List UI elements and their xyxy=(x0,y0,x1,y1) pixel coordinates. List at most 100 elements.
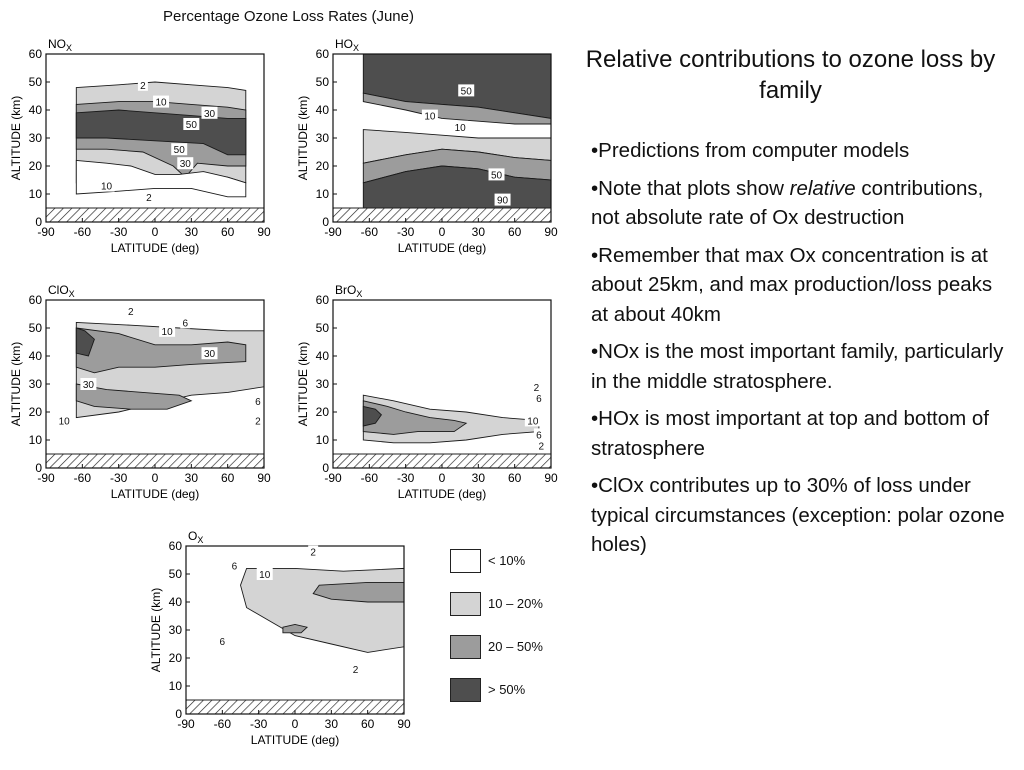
y-tick-label: 10 xyxy=(316,433,330,447)
contour-label-bg xyxy=(350,663,361,676)
contour-label: 30 xyxy=(180,159,192,170)
contour-label: 6 xyxy=(255,397,261,408)
contour-label: 90 xyxy=(497,196,509,207)
contour-label: 6 xyxy=(536,394,542,405)
contour-label: 30 xyxy=(204,109,216,120)
bullet-text: •Note that plots show xyxy=(591,176,790,200)
panel-name-subscript: X xyxy=(69,289,75,299)
y-tick-label: 20 xyxy=(316,159,330,173)
y-tick-label: 50 xyxy=(169,567,183,581)
contour-region xyxy=(282,623,309,634)
panel-name-subscript: X xyxy=(197,535,203,545)
y-tick-label: 20 xyxy=(29,159,43,173)
y-tick-label: 20 xyxy=(169,651,183,665)
contour-region xyxy=(75,109,247,156)
contour-label: 10 xyxy=(455,123,467,134)
contour-label-bg xyxy=(308,545,319,558)
y-tick-label: 0 xyxy=(322,461,329,475)
x-tick-label: -90 xyxy=(37,471,55,485)
slide-title: Relative contributions to ozone loss by … xyxy=(585,46,996,104)
bullet-item: •NOx is the most important family, parti… xyxy=(591,337,1006,396)
brox-panel: 2 6 10 6 2 -90 -60 -30 0 30 60 90 0 10 20 30 40 50 60 LATIT… xyxy=(296,278,559,524)
x-tick-label: -90 xyxy=(324,225,342,239)
plot-area xyxy=(333,300,551,468)
contour-label-bg xyxy=(524,414,541,427)
x-tick-label: 90 xyxy=(544,225,558,239)
contour-label: 50 xyxy=(186,120,198,131)
x-tick-label: -60 xyxy=(214,717,232,731)
contour-label: 6 xyxy=(220,637,226,648)
x-tick-label: 60 xyxy=(221,471,235,485)
contour-label: 2 xyxy=(128,307,134,318)
panel-name-subscript: X xyxy=(353,43,359,53)
contour-label-bg xyxy=(201,347,218,360)
x-tick-label: 60 xyxy=(221,225,235,239)
bullet-text: •HOx is most important at top and bottom… xyxy=(591,407,989,460)
contour-label-bg xyxy=(252,414,263,427)
y-tick-label: 40 xyxy=(29,103,43,117)
bullet-emphasis: relative xyxy=(789,176,856,200)
bullet-item: •ClOx contributes up to 30% of loss unde… xyxy=(591,471,1006,560)
y-tick-label: 60 xyxy=(29,47,43,61)
contour-label: 6 xyxy=(182,318,188,329)
x-tick-label: -90 xyxy=(324,471,342,485)
panel-name: BrOX xyxy=(335,283,362,299)
contour-plot: 50 10 10 50 90 -90 -60 -30 0 30 60 90 0 10 20 30 40 50 60 L… xyxy=(296,37,558,255)
contour-label-bg xyxy=(533,428,544,441)
contour-label-bg xyxy=(183,118,200,130)
contour-label: 10 xyxy=(101,182,113,193)
y-axis-label: ALTITUDE (km) xyxy=(9,342,23,426)
contour-label-bg xyxy=(458,84,475,97)
contour-label-bg xyxy=(137,78,148,91)
x-tick-label: -30 xyxy=(110,471,128,485)
panel-name-subscript: X xyxy=(356,289,362,299)
x-axis-label: LATITUDE (deg) xyxy=(398,487,486,501)
x-axis-label: LATITUDE (deg) xyxy=(398,241,486,255)
contour-label: 6 xyxy=(232,562,238,573)
x-axis-label: LATITUDE (deg) xyxy=(251,733,339,747)
contour-label-bg xyxy=(80,378,97,390)
y-tick-label: 30 xyxy=(169,623,183,637)
x-tick-label: 0 xyxy=(439,225,446,239)
contour-label: 2 xyxy=(353,665,359,676)
contour-label-bg xyxy=(171,143,188,156)
x-tick-label: -30 xyxy=(250,717,268,731)
contour-plot: 2 6 10 6 2 -90 -60 -30 0 30 60 90 0 10 20 30 40 50 60 LATIT… xyxy=(149,529,411,747)
contour-label: 6 xyxy=(536,430,542,441)
y-tick-label: 30 xyxy=(29,377,43,391)
x-tick-label: 0 xyxy=(152,471,159,485)
y-tick-label: 40 xyxy=(169,595,183,609)
legend-item: > 50% xyxy=(450,674,543,705)
panel-name-subscript: X xyxy=(66,43,72,53)
y-axis-label: ALTITUDE (km) xyxy=(296,96,310,180)
x-tick-label: 60 xyxy=(508,225,522,239)
contour-label-bg xyxy=(177,157,194,170)
y-tick-label: 50 xyxy=(29,75,43,89)
x-axis-label: LATITUDE (deg) xyxy=(111,487,199,501)
x-tick-label: 90 xyxy=(544,471,558,485)
x-tick-label: -90 xyxy=(177,717,195,731)
y-tick-label: 10 xyxy=(169,679,183,693)
contour-label: 10 xyxy=(59,416,71,427)
bullet-item: •Predictions from computer models xyxy=(591,136,1006,166)
panel-name-main: ClO xyxy=(48,283,69,297)
y-axis-label: ALTITUDE (km) xyxy=(296,342,310,426)
contour-label-bg xyxy=(252,394,263,407)
y-tick-label: 40 xyxy=(29,349,43,363)
panel-name-main: HO xyxy=(335,37,353,51)
x-tick-label: -60 xyxy=(361,471,379,485)
clox-panel: 2 6 10 30 30 6 2 10 -90 -60 -30 0 30 60 90 0 10 20 30 40 50 6… xyxy=(9,278,272,524)
x-tick-label: 30 xyxy=(185,471,199,485)
y-tick-label: 20 xyxy=(316,405,330,419)
y-tick-label: 0 xyxy=(322,215,329,229)
x-tick-label: 0 xyxy=(292,717,299,731)
x-tick-label: 30 xyxy=(472,225,486,239)
contour-label-bg xyxy=(56,414,73,427)
panel-name-main: BrO xyxy=(335,283,356,297)
x-tick-label: 90 xyxy=(257,471,271,485)
x-tick-label: -60 xyxy=(361,225,379,239)
panel-name: ClOX xyxy=(48,283,75,299)
contour-label-bg xyxy=(153,95,170,108)
contour-label-bg xyxy=(201,106,218,119)
nox-panel: 2 10 30 50 50 30 10 2 -90 -60 -30 0 30 60 90 0 10 20 30 40 5… xyxy=(9,32,272,278)
